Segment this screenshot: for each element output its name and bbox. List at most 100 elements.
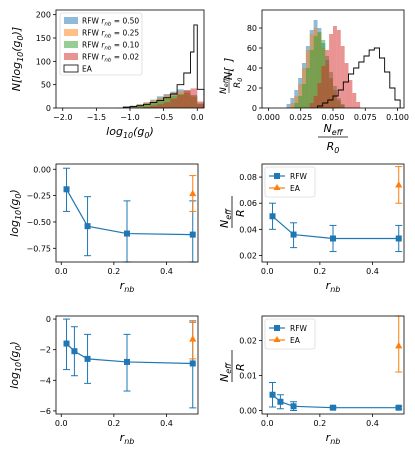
p2-bar <box>321 66 326 108</box>
p2-ytick-label: 80 <box>247 24 257 33</box>
p2-xtick-label: 0.050 <box>322 113 345 122</box>
p6-point <box>395 404 402 411</box>
p6-xtick-label: 0.2 <box>313 419 326 428</box>
svg-text:]: ] <box>222 58 235 63</box>
p2-bar <box>317 83 322 108</box>
p5-xtick-label: 0.2 <box>107 419 120 428</box>
p4-legend-rfw-marker <box>274 173 280 179</box>
p2-xtick-label: 0.025 <box>289 113 312 122</box>
p6-ytick-label: 0.02 <box>239 337 257 346</box>
p2-bar <box>313 96 318 108</box>
p1-bar <box>150 105 157 108</box>
p1-xtick-label: −2.0 <box>53 113 72 122</box>
p1-bar <box>183 90 191 108</box>
p2-bar <box>317 32 322 108</box>
p1-ticks: −2.0 −1.5 −1.0 −0.5 0.0 0 50 100 150 200 <box>36 11 204 122</box>
p1-bar <box>197 101 204 108</box>
p4-plot-area <box>269 166 403 253</box>
p2-ytick-label: 60 <box>247 44 257 53</box>
p6-point <box>269 391 276 398</box>
p4-point <box>269 213 276 220</box>
p5-ylabel: log10(g0) <box>8 341 23 389</box>
p3-series-line <box>65 188 193 236</box>
p2-bar <box>340 46 345 108</box>
p1-xtick-label: −1.0 <box>120 113 139 122</box>
p1-legend-label-ea: EA <box>82 65 93 74</box>
p4-xtick-label: 0.4 <box>366 267 379 276</box>
p2-bar <box>290 103 295 108</box>
p2-ytick-label: 20 <box>247 84 257 93</box>
p3-point <box>84 223 91 230</box>
p2-xtick-label: 0.100 <box>386 113 409 122</box>
panel-log-g0-histogram: −2.0 −1.5 −1.0 −0.5 0.0 0 50 100 150 200 N[log10(… <box>10 9 205 140</box>
p4-xtick-label: 0.0 <box>261 267 274 276</box>
p4-series-line <box>272 215 399 240</box>
p2-bar <box>352 93 357 108</box>
p1-bar <box>150 102 157 108</box>
p1-ylabel: N[log10(g0)] <box>10 27 25 91</box>
p1-xtick-label: 0.0 <box>191 113 204 122</box>
p2-bar <box>313 36 318 108</box>
p1-legend-swatch-002 <box>64 53 78 60</box>
p1-bar <box>143 107 151 108</box>
p6-point <box>395 341 403 349</box>
p1-ytick-label: 100 <box>36 57 51 66</box>
p2-xtick-label: 0.075 <box>354 113 377 122</box>
p5-ticks: 0.0 0.2 0.4 0 −2 −4 −6 <box>39 315 173 428</box>
p3-xtick-label: 0.4 <box>160 267 173 276</box>
p5-ytick-label: −6 <box>39 407 51 416</box>
p2-bar <box>348 80 353 108</box>
p6-ytick-label: 0.00 <box>239 407 257 416</box>
p3-ytick-label: −0.50 <box>26 218 51 227</box>
svg-text:Neff: Neff <box>324 122 344 137</box>
svg-text:R: R <box>234 209 247 217</box>
p6-legend: RFW EA <box>264 318 316 350</box>
p3-frame <box>55 163 199 263</box>
p4-ytick-label: 0.06 <box>239 199 257 208</box>
p1-legend-label-002: RFW rnb = 0.02 <box>82 53 139 64</box>
p4-xtick-label: 0.2 <box>313 267 326 276</box>
p5-ytick-label: −4 <box>39 376 51 385</box>
p3-ytick-label: 0.00 <box>33 165 51 174</box>
p2-bar <box>309 103 314 108</box>
p5-point <box>189 360 196 367</box>
svg-text:Neff: Neff <box>219 77 230 94</box>
p5-point <box>84 355 91 362</box>
p2-bar <box>344 63 349 108</box>
p1-bar <box>156 104 164 108</box>
p4-frame <box>261 163 405 263</box>
p1-ytick-label: 200 <box>36 11 51 20</box>
p4-ytick-label: 0.08 <box>239 173 257 182</box>
p1-bar <box>130 107 137 108</box>
p3-point <box>124 230 130 237</box>
p2-bar <box>302 84 306 108</box>
p5-point <box>189 335 197 342</box>
p6-ticks: 0.0 0.2 0.4 0.00 0.01 0.02 <box>239 337 379 429</box>
p4-legend-rfw-label: RFW <box>290 172 308 181</box>
p3-point <box>63 186 70 193</box>
p1-bar <box>156 99 164 108</box>
p4-ticks: 0.0 0.2 0.4 0.02 0.04 0.06 0.08 <box>239 173 379 276</box>
svg-text:R0: R0 <box>233 78 244 88</box>
p1-ytick-label: 0 <box>46 104 51 113</box>
svg-text:Neff: Neff <box>218 362 233 382</box>
p2-bar <box>325 50 330 108</box>
p4-point <box>290 231 297 238</box>
p1-xtick-label: −0.5 <box>154 113 173 122</box>
p6-frame <box>261 315 405 415</box>
p5-point <box>124 358 130 365</box>
p4-point <box>395 235 402 242</box>
p1-bar <box>163 102 171 108</box>
p4-legend: RFW EA <box>264 166 316 198</box>
p2-ea-step <box>317 47 401 108</box>
p6-legend-rfw-label: RFW <box>290 324 308 333</box>
p1-legend-swatch-010 <box>64 41 78 48</box>
p6-ytick-label: 0.01 <box>239 372 257 381</box>
p1-xtick-label: −1.5 <box>87 113 106 122</box>
p1-legend-label-050: RFW rnb = 0.50 <box>82 17 139 28</box>
p6-plot-area <box>269 315 403 411</box>
p1-legend-swatch-050 <box>64 17 78 24</box>
p3-ytick-label: −0.25 <box>26 192 51 201</box>
p3-xtick-label: 0.2 <box>107 267 120 276</box>
